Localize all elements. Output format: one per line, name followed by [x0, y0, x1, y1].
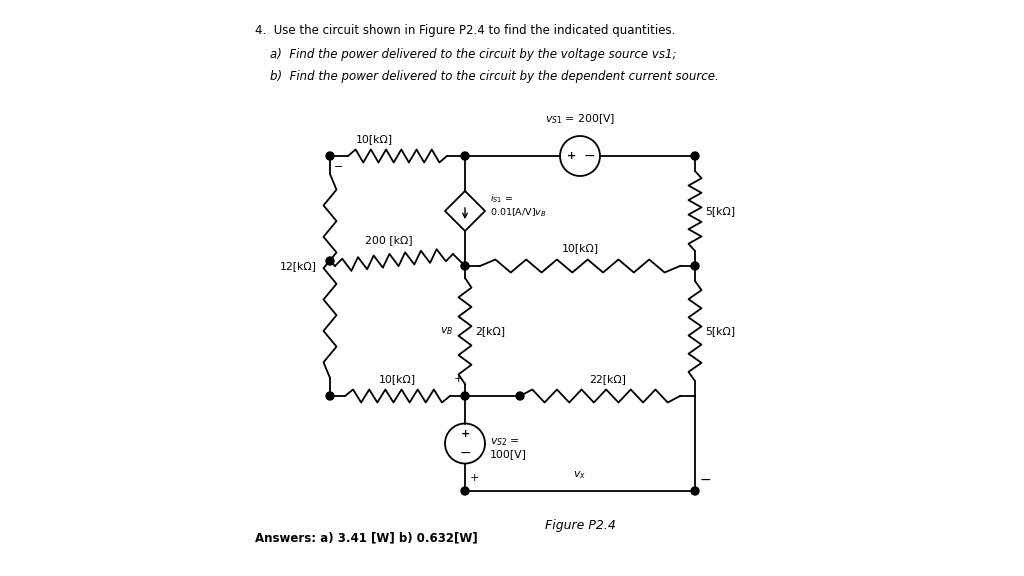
- Text: b)  Find the power delivered to the circuit by the dependent current source.: b) Find the power delivered to the circu…: [255, 70, 719, 83]
- Text: 4.  Use the circuit shown in Figure P2.4 to find the indicated quantities.: 4. Use the circuit shown in Figure P2.4 …: [255, 24, 676, 37]
- Circle shape: [326, 392, 334, 400]
- Text: 10[kΩ]: 10[kΩ]: [561, 243, 599, 253]
- Circle shape: [326, 152, 334, 160]
- Circle shape: [461, 152, 469, 160]
- Text: 10[kΩ]: 10[kΩ]: [355, 134, 392, 144]
- Circle shape: [461, 487, 469, 495]
- Text: +: +: [461, 429, 470, 439]
- Circle shape: [691, 487, 699, 495]
- Text: −: −: [459, 446, 471, 460]
- Circle shape: [461, 262, 469, 270]
- Text: $v_{S2}$ =
100[V]: $v_{S2}$ = 100[V]: [490, 436, 527, 459]
- Text: a)  Find the power delivered to the circuit by the voltage source vs1;: a) Find the power delivered to the circu…: [255, 48, 677, 61]
- Text: $v_{S1}$ = 200[V]: $v_{S1}$ = 200[V]: [545, 112, 615, 126]
- Text: Answers: a) 3.41 [W] b) 0.632[W]: Answers: a) 3.41 [W] b) 0.632[W]: [255, 532, 478, 544]
- Text: −: −: [700, 473, 712, 487]
- Text: 2[kΩ]: 2[kΩ]: [475, 326, 505, 336]
- Text: $i_{S1}$ =
0.01[A/V]$v_B$: $i_{S1}$ = 0.01[A/V]$v_B$: [490, 192, 547, 219]
- Text: 10[kΩ]: 10[kΩ]: [379, 374, 416, 384]
- Text: +: +: [566, 151, 575, 161]
- Circle shape: [691, 152, 699, 160]
- Text: Figure P2.4: Figure P2.4: [545, 519, 615, 532]
- Text: 12[kΩ]: 12[kΩ]: [280, 261, 317, 271]
- Text: $v_B$: $v_B$: [439, 325, 453, 337]
- Text: +: +: [454, 374, 464, 384]
- Circle shape: [461, 392, 469, 400]
- Text: $v_x$: $v_x$: [573, 469, 587, 481]
- Circle shape: [691, 262, 699, 270]
- Text: 5[kΩ]: 5[kΩ]: [705, 206, 735, 216]
- Text: 5[kΩ]: 5[kΩ]: [705, 326, 735, 336]
- Text: −: −: [334, 162, 343, 172]
- Text: 22[kΩ]: 22[kΩ]: [589, 374, 626, 384]
- Circle shape: [326, 257, 334, 265]
- Text: 200 [kΩ]: 200 [kΩ]: [366, 235, 413, 245]
- Text: −: −: [584, 149, 595, 163]
- Text: +: +: [470, 473, 479, 483]
- Circle shape: [516, 392, 524, 400]
